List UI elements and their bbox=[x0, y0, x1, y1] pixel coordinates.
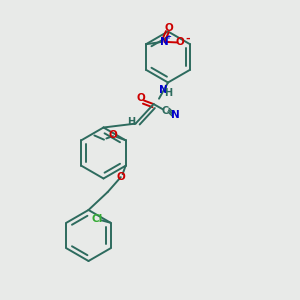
Text: N: N bbox=[160, 37, 169, 47]
Text: -: - bbox=[185, 34, 190, 44]
Text: O: O bbox=[109, 130, 117, 140]
Text: C: C bbox=[162, 106, 169, 116]
Text: H: H bbox=[127, 117, 136, 127]
Text: N: N bbox=[171, 110, 180, 120]
Text: O: O bbox=[164, 23, 173, 33]
Text: H: H bbox=[164, 88, 173, 98]
Text: O: O bbox=[116, 172, 125, 182]
Text: O: O bbox=[176, 38, 184, 47]
Text: +: + bbox=[166, 34, 171, 40]
Text: Cl: Cl bbox=[91, 214, 102, 224]
Text: N: N bbox=[159, 85, 168, 95]
Text: O: O bbox=[136, 93, 145, 103]
